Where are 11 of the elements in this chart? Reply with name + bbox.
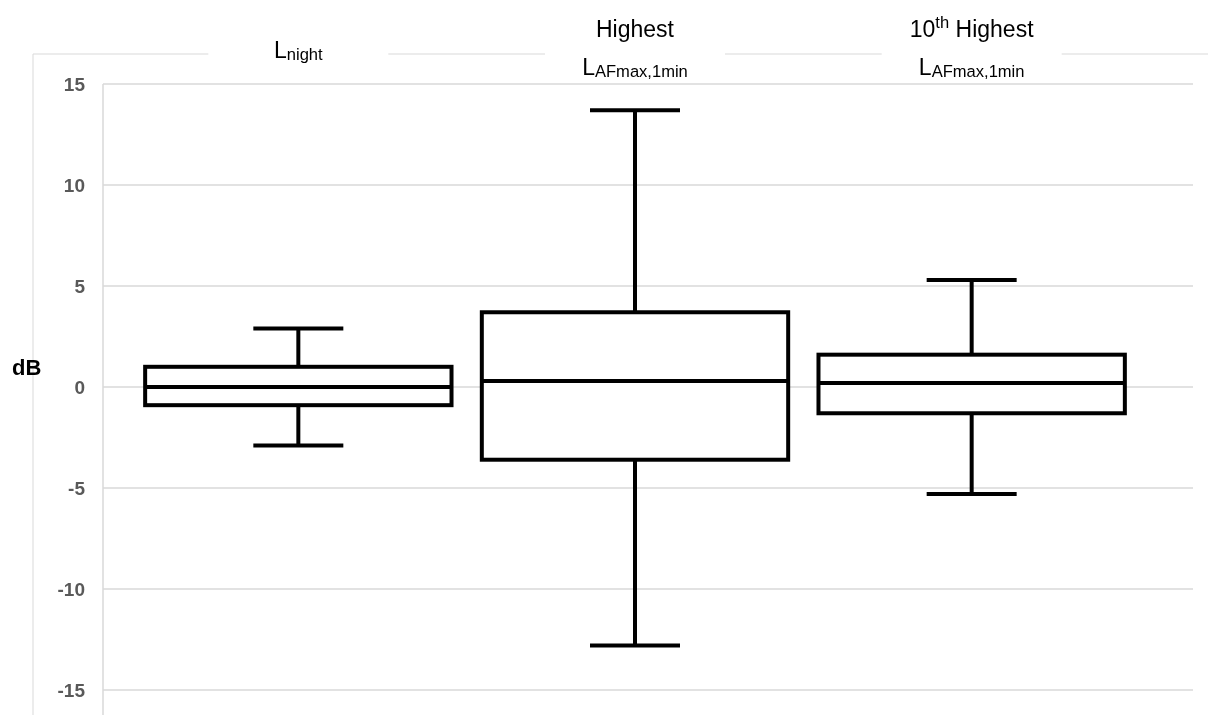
y-axis-title: dB <box>12 354 42 380</box>
x-tick-label: Highest L$_{AFmax,1min}$ <box>582 16 688 81</box>
y-tick-label: 0 <box>74 376 85 398</box>
y-tick-label: -5 <box>68 477 86 499</box>
x-tick-label: L$_{night}$ <box>273 37 324 64</box>
x-tick-label: 10$^{th}$ Highest L$_{AFmax,1min}$ <box>909 12 1035 81</box>
y-tick-label: -15 <box>57 679 86 701</box>
y-tick-label: 5 <box>74 275 86 297</box>
y-tick-label: -10 <box>57 578 85 600</box>
y-tick-label: 15 <box>63 73 86 95</box>
y-tick-label: 10 <box>63 174 85 196</box>
